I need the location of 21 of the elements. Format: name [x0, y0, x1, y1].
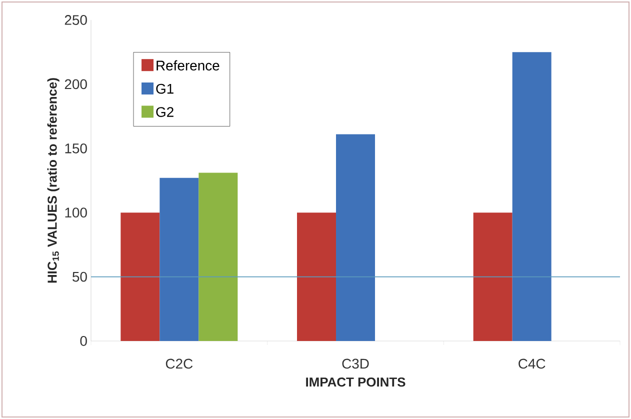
y-tick-label: 100 [65, 208, 87, 218]
legend-label: G1 [156, 84, 174, 94]
bar [120, 212, 160, 341]
bar [336, 134, 376, 341]
y-tick-label: 200 [64, 79, 87, 90]
x-axis-title: IMPACT POINTS [306, 377, 406, 387]
y-tick-label: 0 [80, 336, 87, 346]
legend-label: Reference [156, 60, 220, 71]
x-tick-label: C2C [166, 358, 193, 369]
y-axis-title: HIC$_{15}$ VALUES (ratio to reference) [47, 78, 60, 283]
y-tick-label: 50 [72, 272, 87, 282]
x-tick-label: C4C [518, 358, 546, 369]
y-tick-label: 250 [64, 15, 87, 25]
bar [512, 52, 552, 341]
bar [160, 178, 199, 341]
bar [198, 172, 238, 341]
legend-label: G2 [156, 107, 174, 117]
bar [473, 212, 512, 341]
bar [297, 212, 336, 341]
y-tick-label: 150 [65, 143, 87, 154]
x-tick-label: C3D [342, 358, 369, 369]
